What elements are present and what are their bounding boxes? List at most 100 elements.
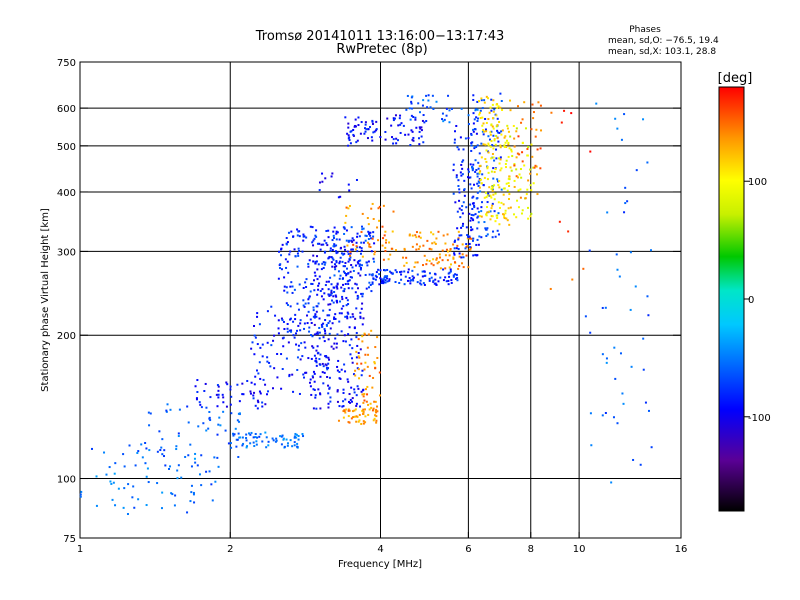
scatter-point (452, 275, 455, 278)
scatter-point (601, 353, 604, 356)
scatter-point (472, 202, 475, 205)
scatter-point (347, 253, 350, 256)
scatter-point (340, 368, 343, 371)
scatter-point (126, 513, 129, 516)
scatter-point (322, 261, 325, 264)
scatter-point (328, 256, 331, 259)
scatter-point (616, 422, 619, 425)
scatter-point (422, 282, 425, 285)
scatter-point (286, 327, 289, 330)
scatter-point (321, 288, 324, 291)
scatter-point (486, 201, 489, 204)
scatter-point (419, 282, 422, 285)
scatter-point (363, 399, 366, 402)
scatter-point (148, 449, 151, 452)
scatter-point (295, 436, 298, 439)
scatter-point (166, 403, 169, 406)
scatter-point (431, 94, 434, 97)
scatter-point (378, 371, 381, 374)
scatter-point (435, 283, 438, 286)
scatter-point (419, 236, 422, 239)
scatter-point (498, 206, 501, 209)
scatter-point (335, 260, 338, 263)
scatter-point (494, 192, 497, 195)
scatter-point (296, 356, 299, 359)
scatter-point (422, 264, 425, 267)
scatter-point (384, 279, 387, 282)
scatter-point (478, 100, 481, 103)
scatter-point (390, 247, 393, 250)
scatter-point (362, 241, 365, 244)
scatter-point (513, 163, 516, 166)
scatter-point (303, 322, 306, 325)
scatter-point (308, 326, 311, 329)
scatter-point (79, 495, 82, 498)
scatter-point (439, 267, 442, 270)
scatter-point (507, 155, 510, 158)
scatter-point (176, 477, 179, 480)
scatter-point (364, 273, 367, 276)
scatter-point (503, 136, 506, 139)
scatter-point (453, 261, 456, 264)
scatter-point (365, 261, 368, 264)
scatter-point (356, 297, 359, 300)
scatter-point (327, 293, 330, 296)
scatter-point (318, 189, 321, 192)
scatter-point (589, 412, 592, 415)
scatter-point (479, 190, 482, 193)
scatter-point (496, 129, 499, 132)
scatter-point (443, 118, 446, 121)
scatter-point (483, 130, 486, 133)
scatter-point (217, 389, 220, 392)
scatter-point (327, 402, 330, 405)
scatter-point (222, 396, 225, 399)
scatter-point (163, 449, 166, 452)
scatter-point (412, 136, 415, 139)
scatter-point (271, 437, 274, 440)
scatter-point (472, 195, 475, 198)
scatter-point (458, 188, 461, 191)
scatter-point (474, 109, 477, 112)
scatter-point (316, 331, 319, 334)
scatter-point (237, 432, 240, 435)
scatter-point (501, 129, 504, 132)
scatter-point (484, 227, 487, 230)
scatter-point (347, 144, 350, 147)
scatter-point (453, 138, 456, 141)
scatter-point (327, 406, 330, 409)
scatter-point (303, 305, 306, 308)
scatter-point (175, 445, 178, 448)
scatter-point (316, 332, 319, 335)
scatter-point (347, 287, 350, 290)
scatter-point (346, 280, 349, 283)
scatter-point (458, 264, 461, 267)
scatter-point (351, 410, 354, 413)
scatter-point (378, 219, 381, 222)
scatter-point (209, 419, 212, 422)
scatter-point (412, 139, 415, 142)
scatter-point (363, 333, 366, 336)
scatter-point (496, 124, 499, 127)
scatter-point (435, 257, 438, 260)
scatter-point (462, 222, 465, 225)
scatter-point (291, 285, 294, 288)
scatter-point (435, 237, 438, 240)
scatter-point (471, 228, 474, 231)
scatter-point (265, 436, 268, 439)
scatter-point (314, 315, 317, 318)
scatter-point (342, 400, 345, 403)
scatter-point (108, 466, 111, 469)
scatter-point (334, 294, 337, 297)
scatter-point (428, 260, 431, 263)
scatter-point (421, 104, 424, 107)
scatter-point (503, 144, 506, 147)
scatter-point (356, 344, 359, 347)
scatter-point (345, 304, 348, 307)
scatter-point (304, 371, 307, 374)
scatter-point (283, 276, 286, 279)
scatter-point (506, 127, 509, 130)
scatter-point (427, 99, 430, 102)
scatter-point (123, 465, 126, 468)
scatter-point (341, 260, 344, 263)
scatter-point (496, 214, 499, 217)
